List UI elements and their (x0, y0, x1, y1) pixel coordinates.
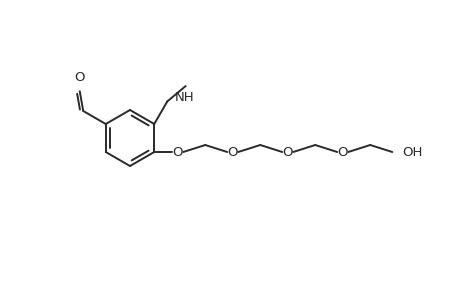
Text: OH: OH (401, 146, 422, 158)
Text: O: O (336, 146, 347, 158)
Text: O: O (281, 146, 292, 158)
Text: O: O (74, 71, 85, 84)
Text: O: O (226, 146, 237, 158)
Text: O: O (172, 146, 182, 158)
Text: NH: NH (175, 91, 195, 104)
